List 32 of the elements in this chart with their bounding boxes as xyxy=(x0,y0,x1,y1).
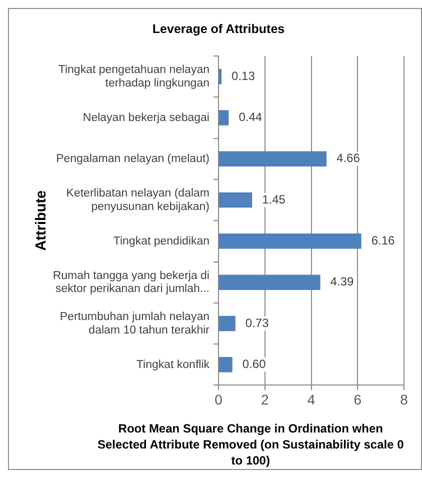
bar xyxy=(219,192,252,208)
y-tick-label: Tingkat pengetahuan nelayan terhadap lingkungan xyxy=(58,64,210,90)
x-tick-label: 0 xyxy=(214,391,223,408)
x-tick-label: 8 xyxy=(400,391,408,408)
bar xyxy=(219,110,229,126)
data-label: 4.39 xyxy=(330,274,354,289)
bar xyxy=(219,234,362,249)
bar xyxy=(219,151,327,166)
y-tick-label: Nelayan bekerja sebagai xyxy=(82,112,210,124)
y-tick-label: Pertumbuhan jumlah nelayan dalam 10 tahun terakhir xyxy=(60,311,210,336)
data-label: 0.13 xyxy=(232,68,256,83)
chart-title: Leverage of Attributes xyxy=(152,22,285,36)
data-label: 0.60 xyxy=(242,356,266,371)
data-label: 0.44 xyxy=(238,110,262,124)
data-label: 1.45 xyxy=(262,192,286,206)
y-tick-label: Tingkat konflik xyxy=(136,358,210,371)
y-tick-label: Keterlibatan nelayan (dalam penyusunan kebijakan) xyxy=(66,188,210,213)
y-tick-label: Tingkat pendidikan xyxy=(113,235,210,248)
bar xyxy=(219,68,222,84)
bar xyxy=(219,316,236,332)
y-axis-title: Attribute xyxy=(34,190,50,251)
bar xyxy=(219,357,232,372)
y-tick-label: Rumah tangga yang bekerja di sektor perikanan dari jumlah... xyxy=(52,270,210,296)
data-label: 4.66 xyxy=(336,151,360,166)
bar xyxy=(219,274,320,290)
data-label: 6.16 xyxy=(371,233,396,248)
x-axis-title: Root Mean Square Change in Ordination when Selected Attribute Removed (on Sustainability scale 0 to 100) xyxy=(97,421,404,468)
x-tick-label: 4 xyxy=(307,391,316,408)
x-tick-label: 2 xyxy=(260,391,269,408)
data-label: 0.73 xyxy=(245,316,270,330)
x-tick-label: 6 xyxy=(354,391,362,408)
y-tick-label: Pengalaman nelayan (melaut) xyxy=(56,153,210,166)
